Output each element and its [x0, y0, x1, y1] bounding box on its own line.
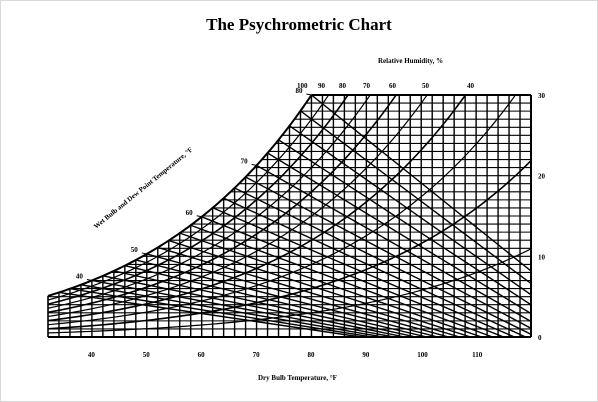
- rh-curve: [48, 95, 531, 314]
- x-tick-label: 50: [143, 351, 151, 359]
- rh-tick-label: 90: [318, 82, 326, 90]
- chart-title: The Psychrometric Chart: [206, 15, 392, 34]
- x-tick-label: 100: [417, 351, 428, 359]
- x-tick-label: 60: [198, 351, 206, 359]
- wet-bulb-line: [124, 264, 427, 337]
- y-tick-label: 30: [538, 92, 546, 100]
- x-tick-label: 40: [88, 351, 96, 359]
- saturation-tick-mark: [251, 163, 257, 166]
- wet-bulb-line: [311, 95, 531, 337]
- rh-tick-label: 60: [389, 82, 397, 90]
- saturation-tick-label: 40: [76, 272, 84, 280]
- rh-curve: [48, 95, 531, 305]
- rh-curve: [48, 95, 531, 322]
- saturation-tick-label: 60: [186, 209, 194, 217]
- wet-bulb-line: [300, 110, 531, 337]
- wet-bulb-line: [91, 279, 394, 337]
- wet-bulb-line: [102, 275, 405, 337]
- rh-tick-label: 40: [467, 82, 475, 90]
- wet-bulb-line: [69, 288, 372, 337]
- saturation-tick-mark: [306, 93, 312, 96]
- x-tick-label: 90: [362, 351, 370, 359]
- saturation-tick-label: 50: [131, 246, 139, 254]
- rh-curve: [48, 95, 531, 318]
- saturation-tick-label: 70: [241, 157, 249, 165]
- chart-grid: [48, 95, 531, 337]
- wet-bulb-line: [58, 291, 361, 337]
- x-axis-label: Dry Bulb Temperature, °F: [258, 374, 337, 382]
- saturation-tick-mark: [86, 278, 93, 281]
- y-tick-label: 10: [538, 253, 546, 261]
- rh-tick-label: 50: [422, 82, 430, 90]
- wet-bulb-line: [245, 176, 531, 337]
- x-tick-label: 70: [253, 351, 261, 359]
- curve-axis-label: Wet Bulb and Dew Point Temperature, °F: [92, 146, 194, 231]
- saturation-tick-mark: [196, 215, 202, 218]
- rh-curve: [48, 160, 531, 330]
- rh-tick-label: 100: [297, 82, 308, 90]
- wet-bulb-line: [113, 270, 416, 337]
- rh-tick-label: 80: [339, 82, 347, 90]
- y-tick-label: 0: [538, 334, 542, 342]
- wet-bulb-line: [289, 125, 531, 337]
- rh-tick-label: 70: [363, 82, 371, 90]
- rh-curve: [48, 95, 531, 326]
- x-tick-label: 110: [472, 351, 483, 359]
- rh-curve: [48, 248, 531, 334]
- rh-axis-label: Relative Humidity, %: [378, 57, 443, 65]
- saturation-tick-label: 80: [295, 87, 303, 95]
- rh-curve: [48, 95, 531, 301]
- x-tick-label: 80: [307, 351, 315, 359]
- y-tick-label: 20: [538, 173, 546, 181]
- saturation-tick-mark: [141, 252, 147, 255]
- wet-bulb-line: [80, 284, 383, 337]
- wet-bulb-line: [234, 187, 531, 337]
- rh-curve: [48, 95, 531, 309]
